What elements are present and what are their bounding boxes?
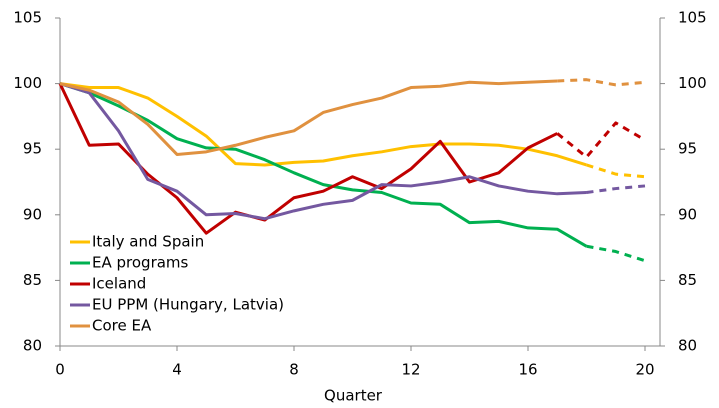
- x-tick-label: 16: [518, 361, 537, 379]
- y-tick-label: 80: [23, 337, 42, 355]
- legend-label: Italy and Spain: [92, 233, 204, 251]
- y2-tick-label: 105: [678, 9, 707, 27]
- series-line: [586, 184, 646, 194]
- legend-label: Iceland: [92, 275, 146, 293]
- series-line: [59, 79, 558, 156]
- series-line: [556, 121, 646, 159]
- legend-label: EU PPM (Hungary, Latvia): [92, 296, 284, 314]
- series-line: [59, 82, 587, 167]
- y-tick-label: 100: [13, 74, 42, 92]
- series-line: [59, 82, 588, 248]
- y2-tick-label: 95: [678, 140, 697, 158]
- x-tick-label: 4: [172, 361, 182, 379]
- series-line: [59, 82, 587, 221]
- y2-tick-label: 85: [678, 271, 697, 289]
- x-tick-label: 12: [401, 361, 420, 379]
- series-line: [557, 78, 646, 87]
- y-tick-label: 85: [23, 271, 42, 289]
- y2-tick-label: 80: [678, 337, 697, 355]
- series-line: [586, 244, 646, 263]
- legend-label: EA programs: [92, 254, 189, 272]
- x-tick-label: 8: [289, 361, 299, 379]
- x-tick-label: 0: [55, 361, 65, 379]
- y-tick-label: 90: [23, 205, 42, 223]
- y-tick-label: 95: [23, 140, 42, 158]
- series-line: [586, 163, 646, 179]
- y-tick-label: 105: [13, 9, 42, 27]
- legend-label: Core EA: [92, 317, 152, 335]
- x-tick-label: 20: [635, 361, 654, 379]
- y2-tick-label: 90: [678, 205, 697, 223]
- x-axis-title: Quarter: [324, 387, 383, 405]
- y2-tick-label: 100: [678, 74, 707, 92]
